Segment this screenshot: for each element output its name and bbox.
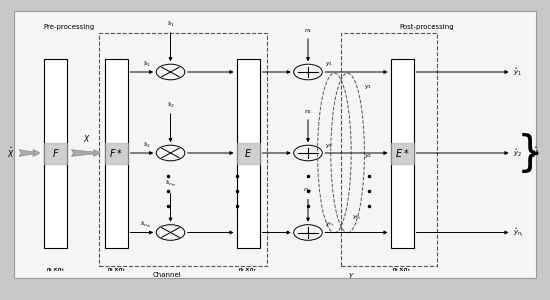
Text: $n_r \times n_r$: $n_r \times n_r$ xyxy=(238,266,258,274)
Text: $n_1$: $n_1$ xyxy=(304,27,312,34)
Text: $y_{n_r}$: $y_{n_r}$ xyxy=(352,213,362,222)
Text: $\mathit{F*}$: $\mathit{F*}$ xyxy=(109,147,123,159)
Text: $n_{n_r}$: $n_{n_r}$ xyxy=(303,187,313,195)
Text: $\mathit{F}$: $\mathit{F}$ xyxy=(52,147,59,159)
Text: $y_{n_r}$: $y_{n_r}$ xyxy=(325,221,335,229)
Text: $y_2$: $y_2$ xyxy=(364,152,372,160)
Text: $\hat{s}_1$: $\hat{s}_1$ xyxy=(167,19,174,28)
Text: $n_t \times n_t$: $n_t \times n_t$ xyxy=(46,266,65,274)
Text: $\mathit{E}$: $\mathit{E}$ xyxy=(244,147,252,159)
Text: $\hat{s}_2$: $\hat{s}_2$ xyxy=(143,141,151,150)
Text: $y_2$: $y_2$ xyxy=(325,142,333,149)
Text: Pre-processing: Pre-processing xyxy=(44,24,95,30)
Text: $n_2$: $n_2$ xyxy=(304,108,312,116)
Text: $\hat{y}_{n_r}$: $\hat{y}_{n_r}$ xyxy=(513,226,524,239)
Text: $\hat{s}_1$: $\hat{s}_1$ xyxy=(143,60,151,69)
Text: $y_1$: $y_1$ xyxy=(325,61,333,68)
Text: $n_r \times n_r$: $n_r \times n_r$ xyxy=(392,266,412,274)
Text: $y_1$: $y_1$ xyxy=(364,83,372,91)
FancyBboxPatch shape xyxy=(236,58,260,247)
FancyBboxPatch shape xyxy=(44,58,67,247)
FancyBboxPatch shape xyxy=(14,11,536,278)
Text: Channel: Channel xyxy=(152,272,181,278)
Text: $n_t \times n_t$: $n_t \times n_t$ xyxy=(107,266,125,274)
Text: $\hat{s}_{n_m}$: $\hat{s}_{n_m}$ xyxy=(165,179,176,189)
Text: Post-processing: Post-processing xyxy=(399,24,454,30)
Text: $n_r \times n_r$: $n_r \times n_r$ xyxy=(392,266,412,274)
Text: $\}$: $\}$ xyxy=(516,131,539,175)
Text: $\mathit{E*}$: $\mathit{E*}$ xyxy=(395,147,409,159)
Text: $n_t \times n_t$: $n_t \times n_t$ xyxy=(46,266,65,274)
Text: $\hat{X}$: $\hat{X}$ xyxy=(7,146,15,160)
FancyBboxPatch shape xyxy=(390,58,414,247)
Text: $\hat{s}_2$: $\hat{s}_2$ xyxy=(167,100,174,110)
Text: $\hat{s}_{n_m}$: $\hat{s}_{n_m}$ xyxy=(140,220,151,230)
Text: $Y$: $Y$ xyxy=(348,271,354,280)
Text: $X$: $X$ xyxy=(83,133,91,143)
Text: $n_t \times n_t$: $n_t \times n_t$ xyxy=(107,266,125,274)
Text: $\hat{y}_1$: $\hat{y}_1$ xyxy=(513,66,522,78)
FancyBboxPatch shape xyxy=(104,58,128,247)
Text: $\hat{y}_2$: $\hat{y}_2$ xyxy=(513,147,522,159)
Text: $\hat{y}$: $\hat{y}$ xyxy=(532,146,540,160)
Text: $n_r \times n_r$: $n_r \times n_r$ xyxy=(238,266,258,274)
